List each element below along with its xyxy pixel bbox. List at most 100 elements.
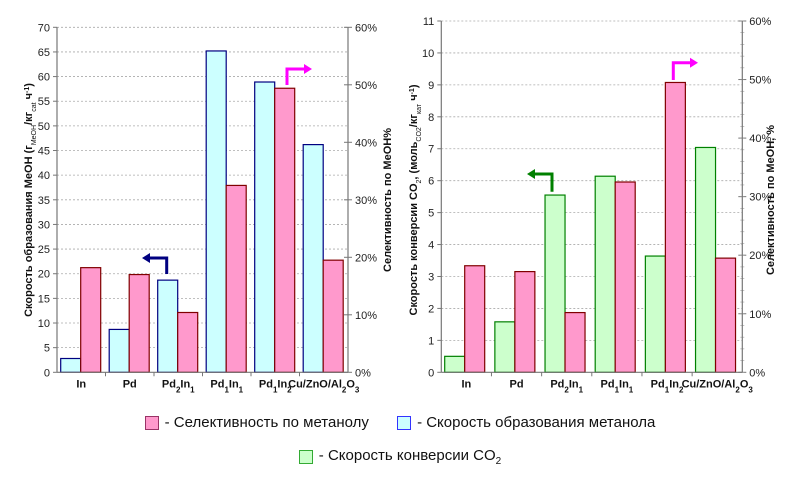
title-part: )	[23, 83, 35, 87]
bar-selectivity	[464, 265, 486, 373]
legend-row-2: - Скорость конверсии CO2	[0, 447, 800, 468]
y2-tick-label: 40%	[355, 137, 377, 149]
y-tick-label: 45	[38, 146, 50, 158]
x-tick-label: Cu/ZnO/Al2O3	[288, 378, 360, 394]
y-tick-label: 15	[38, 293, 50, 305]
legend-label-co2-main: - Скорость конверсии CO	[318, 447, 496, 464]
title-subscript: CO2	[416, 127, 423, 142]
y-axis-title: Скорость конверсии CO2, (мольCO2/кгкат ч…	[408, 84, 423, 315]
bar-selectivity	[614, 181, 636, 373]
x-tick-label: Cu/ZnO/Al2O3	[682, 378, 754, 394]
y2-tick-label: 20%	[749, 250, 771, 262]
y2-tick-label: 40%	[749, 133, 771, 145]
y-tick-label: 50	[38, 121, 50, 133]
x-tick-label: Pd1In1	[210, 378, 243, 394]
bar-selectivity	[714, 257, 737, 373]
arrow-head-icon	[690, 57, 698, 68]
subscript: 3	[355, 385, 360, 394]
legend-swatch-co2-rate	[298, 450, 313, 464]
bar-rate	[544, 194, 566, 373]
y2-tick-label: 30%	[749, 192, 771, 204]
title-subscript: 2	[416, 179, 423, 183]
y-tick-label: 25	[38, 244, 50, 256]
arrow-left-axis-indicator	[148, 256, 169, 274]
title-part: /кг	[23, 111, 35, 125]
legend-label-selectivity: - Селективность по метанолу	[164, 414, 369, 431]
y2-tick-label: 10%	[749, 309, 771, 321]
title-superscript: -1	[24, 87, 31, 93]
title-part: Скорость образования MeOH (г	[23, 145, 35, 317]
label-part: Pd	[550, 378, 564, 390]
arrow-head-icon	[304, 64, 312, 74]
label-part: In	[461, 378, 471, 390]
y2-tick-label: 0%	[749, 367, 765, 379]
arrow-left-axis-indicator	[533, 172, 554, 192]
y-tick-label: 60	[38, 72, 50, 84]
title-part: /кг	[408, 114, 420, 128]
y2-tick-label: 50%	[355, 80, 377, 92]
y-tick-label: 8	[428, 112, 434, 124]
label-part: Cu/ZnO/Al	[682, 378, 736, 390]
x-tick-label: Pd1In2	[651, 378, 684, 394]
x-tick-label: In	[461, 378, 471, 390]
legend-label-co2-sub: 2	[495, 456, 502, 467]
bar-rate	[444, 355, 466, 373]
label-part: In	[229, 378, 239, 390]
y-tick-label: 0	[428, 367, 434, 379]
label-part: In	[619, 378, 629, 390]
bar-rate	[205, 50, 227, 373]
title-part: ч	[408, 94, 420, 103]
bar-selectivity	[322, 259, 344, 373]
y-tick-label: 0	[44, 367, 50, 379]
x-tick-label: Pd1In1	[601, 378, 634, 394]
y2-axis-title: Селективность по MeOH%	[382, 128, 394, 272]
legend-label-co2-rate: - Скорость конверсии CO2	[319, 447, 501, 467]
bar-selectivity	[177, 311, 199, 373]
y2-tick-label: 0%	[355, 367, 371, 379]
bar-selectivity	[564, 311, 586, 373]
subscript: 3	[748, 385, 753, 394]
arrow-head-icon	[142, 253, 150, 263]
legend-item-co2-rate: - Скорость конверсии CO2	[298, 447, 501, 467]
bar-rate	[694, 146, 717, 373]
bar-selectivity	[128, 273, 150, 373]
bar-rate	[594, 175, 616, 373]
y2-tick-label: 50%	[749, 75, 771, 87]
legend-item-selectivity: - Селективность по метанолу	[144, 414, 369, 431]
x-tick-label: Pd2In1	[162, 378, 195, 394]
y-tick-label: 10	[422, 48, 434, 60]
y2-tick-label: 30%	[355, 195, 377, 207]
bar-selectivity	[664, 81, 686, 373]
subscript: 1	[224, 385, 229, 394]
label-part: Pd	[162, 378, 176, 390]
y-tick-label: 40	[38, 170, 50, 182]
y-tick-label: 9	[428, 80, 434, 92]
label-part: Pd	[510, 378, 524, 390]
subscript: 2	[735, 385, 740, 394]
bar-rate	[254, 81, 276, 373]
subscript: 2	[564, 385, 569, 394]
label-part: Pd	[210, 378, 224, 390]
arrow-right-axis-indicator	[671, 61, 692, 80]
label-part: In	[569, 378, 579, 390]
label-part: Pd	[601, 378, 615, 390]
y-tick-label: 65	[38, 47, 50, 59]
legend-swatch-selectivity	[144, 415, 159, 430]
title-part: , (моль	[408, 141, 420, 179]
label-part: Pd	[651, 378, 665, 390]
subscript: 1	[190, 385, 195, 394]
y2-tick-label: 60%	[749, 16, 771, 28]
label-part: In	[277, 378, 287, 390]
legend-item-meoh-rate: - Скорость образования метанола	[397, 414, 655, 431]
title-part: )	[408, 84, 420, 88]
y-tick-label: 5	[428, 208, 434, 220]
arrow-right-axis-indicator	[285, 67, 306, 85]
y-tick-label: 20	[38, 269, 50, 281]
title-subscript: MeOH	[31, 125, 38, 145]
y-tick-label: 35	[38, 195, 50, 207]
bar-rate	[494, 321, 516, 373]
y2-tick-label: 60%	[355, 22, 377, 34]
bar-rate	[60, 357, 82, 373]
y-tick-label: 30	[38, 219, 50, 231]
